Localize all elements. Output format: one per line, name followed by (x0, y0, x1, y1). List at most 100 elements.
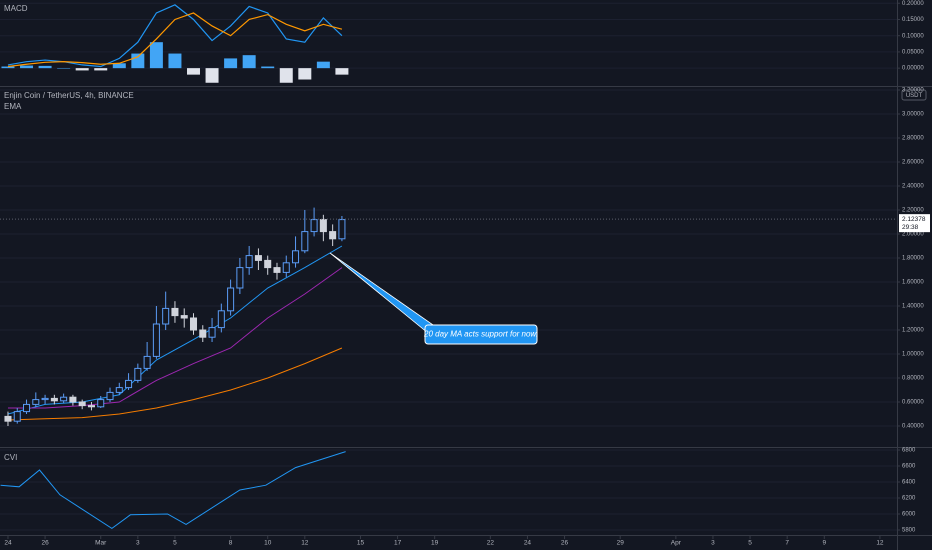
candle-body (162, 307, 170, 325)
histogram-bar (279, 68, 293, 83)
histogram-bar (242, 55, 256, 69)
candle-body (292, 250, 300, 264)
candle-body (87, 405, 95, 408)
y-tick-label: 6000 (902, 512, 916, 518)
candle-body (227, 287, 235, 312)
histogram-bar (261, 66, 275, 69)
currency-box (901, 89, 927, 101)
cvi-title: CVI (4, 453, 17, 462)
candle-body (152, 323, 160, 357)
histogram-bar (1, 66, 15, 69)
candle-body (189, 317, 198, 331)
x-tick-label: 12 (876, 540, 884, 547)
histogram-bar (187, 68, 200, 75)
histogram-bar (75, 68, 89, 71)
y-tick-label: 6800 (902, 448, 916, 454)
x-tick-label: 19 (431, 540, 439, 547)
x-tick-label: 9 (822, 540, 826, 547)
cvi-line (0, 451, 346, 530)
histogram-bar (112, 63, 126, 69)
candle-body (338, 219, 346, 240)
candle-body (208, 327, 216, 338)
histogram-bar (205, 68, 219, 83)
candle-body (78, 401, 86, 407)
histogram-bar (94, 68, 108, 71)
y-tick-label: 0.00000 (902, 66, 924, 72)
candle-body (236, 267, 244, 289)
y-tick-label: 3.00000 (902, 112, 924, 118)
last-price-box (899, 214, 930, 233)
x-tick-label: 24 (4, 540, 12, 547)
candle-body (199, 329, 207, 338)
candle-body (4, 415, 12, 422)
y-tick-label: 2.20000 (902, 208, 924, 214)
x-tick-label: 29 (617, 540, 625, 547)
y-tick-label: 0.20000 (902, 1, 924, 7)
candle-body (60, 396, 68, 402)
histogram-bar (224, 58, 238, 69)
currency: USDT (906, 93, 923, 99)
y-tick-label: 0.10000 (902, 33, 924, 39)
x-tick-label: 26 (561, 540, 569, 547)
x-tick-label: 3 (711, 540, 715, 547)
x-tick-label: Apr (671, 540, 682, 547)
candle-body (125, 379, 133, 389)
callout-text: 20 day MA acts support for now. (423, 330, 538, 339)
x-tick-label: 24 (524, 540, 532, 547)
y-tick-label: 1.60000 (902, 280, 924, 286)
candle-body (310, 219, 318, 233)
ema-line (7, 347, 343, 421)
x-tick-label: 17 (394, 540, 402, 547)
candle-body (180, 315, 188, 319)
candle-body (106, 391, 114, 401)
y-tick-label: 6400 (902, 480, 916, 486)
x-tick-label: 10 (264, 540, 272, 547)
y-tick-label: 0.60000 (902, 400, 924, 406)
candle-body (254, 255, 262, 261)
histogram-bar (149, 42, 163, 69)
candle-body (32, 399, 40, 405)
y-tick-label: 0.40000 (902, 424, 924, 430)
price-subtitle: EMA (4, 102, 22, 111)
x-tick-label: 7 (785, 540, 789, 547)
callout-box (424, 324, 538, 345)
candle-body (23, 403, 31, 413)
y-tick-label: 1.00000 (902, 352, 924, 358)
macd-line (7, 12, 343, 68)
x-tick-label: 12 (301, 540, 309, 547)
histogram-bar (335, 68, 349, 75)
x-tick-label: Mar (95, 540, 107, 547)
x-tick-label: 5 (748, 540, 752, 547)
histogram-bar (38, 65, 52, 69)
y-tick-label: 2.60000 (902, 160, 924, 166)
candle-body (41, 397, 49, 401)
candle-body (264, 259, 272, 269)
y-tick-label: 5800 (902, 528, 916, 534)
x-tick-label: 15 (357, 540, 365, 547)
y-tick-label: 2.00000 (902, 232, 924, 238)
candle-body (329, 231, 337, 240)
y-tick-label: 3.20000 (902, 88, 924, 94)
histogram-bar (20, 65, 34, 69)
y-tick-label: 6600 (902, 464, 916, 470)
candle-body (245, 255, 253, 269)
candle-body (282, 262, 290, 273)
y-tick-label: 6200 (902, 496, 916, 502)
x-tick-label: 3 (136, 540, 140, 547)
y-tick-label: 2.40000 (902, 184, 924, 190)
x-tick-label: 5 (173, 540, 177, 547)
y-tick-label: 0.15000 (902, 17, 924, 23)
candle-body (97, 399, 105, 408)
price-title: Enjin Coin / TetherUS, 4h, BINANCE (4, 91, 134, 100)
candle-body (13, 411, 21, 422)
histogram-bar (57, 68, 71, 69)
x-tick-label: 26 (41, 540, 49, 547)
histogram-bar (298, 68, 312, 80)
y-tick-label: 1.80000 (902, 256, 924, 262)
candle-body (273, 267, 281, 273)
candle-body (50, 397, 58, 402)
candle-body (69, 396, 77, 403)
candle-body (134, 367, 142, 381)
